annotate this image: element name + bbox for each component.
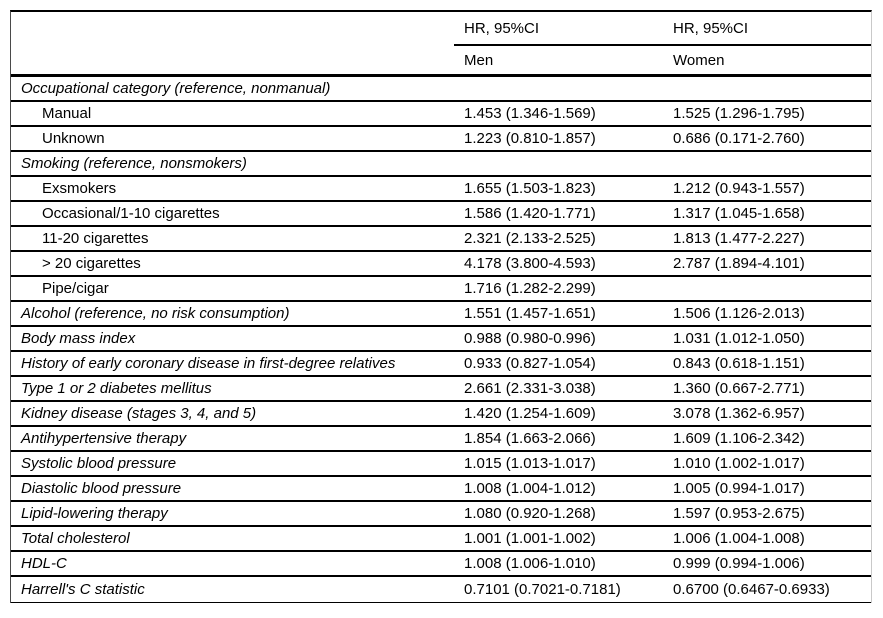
row-label: Antihypertensive therapy <box>21 430 187 447</box>
header-spacer <box>11 12 454 46</box>
table-row-occupational-category: Occupational category (reference, nonman… <box>11 77 871 102</box>
men-value: 1.586 (1.420-1.771) <box>464 205 596 222</box>
men-value: 1.655 (1.503-1.823) <box>464 180 596 197</box>
women-value: 1.525 (1.296-1.795) <box>673 105 805 122</box>
table-row-hdl-c: HDL-C 1.008 (1.006-1.010) 0.999 (0.994-1… <box>11 552 871 577</box>
men-value: 1.854 (1.663-2.066) <box>464 430 596 447</box>
table-header-sex-row: Men Women <box>11 46 871 77</box>
row-label: Body mass index <box>21 330 136 347</box>
row-label: > 20 cigarettes <box>42 255 141 272</box>
women-value: 1.360 (0.667-2.771) <box>673 380 805 397</box>
women-value: 1.813 (1.477-2.227) <box>673 230 805 247</box>
table-row-diabetes: Type 1 or 2 diabetes mellitus 2.661 (2.3… <box>11 377 871 402</box>
table-row-11-20-cigarettes: 11-20 cigarettes 2.321 (2.133-2.525) 1.8… <box>11 227 871 252</box>
row-label: Occasional/1-10 cigarettes <box>42 205 220 222</box>
row-label: Unknown <box>42 130 105 147</box>
women-group-header: HR, 95%CI <box>663 12 871 46</box>
table-row-unknown: Unknown 1.223 (0.810-1.857) 0.686 (0.171… <box>11 127 871 152</box>
women-value <box>663 152 871 175</box>
men-value: 0.933 (0.827-1.054) <box>464 355 596 372</box>
men-column-header: Men <box>464 51 494 69</box>
women-value: 2.787 (1.894-4.101) <box>673 255 805 272</box>
table-row-family-history: History of early coronary disease in fir… <box>11 352 871 377</box>
row-label: History of early coronary disease in fir… <box>21 355 396 372</box>
men-value <box>454 152 663 175</box>
header-spacer <box>11 46 454 74</box>
women-value: 0.999 (0.994-1.006) <box>673 555 805 572</box>
men-value: 2.321 (2.133-2.525) <box>464 230 596 247</box>
men-value: 0.988 (0.980-0.996) <box>464 330 596 347</box>
women-value: 0.843 (0.618-1.151) <box>673 355 805 372</box>
women-value: 1.597 (0.953-2.675) <box>673 505 805 522</box>
table-row-pipe-cigar: Pipe/cigar 1.716 (1.282-2.299) <box>11 277 871 302</box>
men-value: 1.015 (1.013-1.017) <box>464 455 596 472</box>
table-row-systolic-bp: Systolic blood pressure 1.015 (1.013-1.0… <box>11 452 871 477</box>
table-row-kidney-disease: Kidney disease (stages 3, 4, and 5) 1.42… <box>11 402 871 427</box>
table-row-lipid-lowering-therapy: Lipid-lowering therapy 1.080 (0.920-1.26… <box>11 502 871 527</box>
table-row-over-20-cigarettes: > 20 cigarettes 4.178 (3.800-4.593) 2.78… <box>11 252 871 277</box>
table-row-smoking: Smoking (reference, nonsmokers) <box>11 152 871 177</box>
men-value: 1.716 (1.282-2.299) <box>464 280 596 297</box>
row-label: Smoking (reference, nonsmokers) <box>21 155 247 172</box>
women-value: 0.6700 (0.6467-0.6933) <box>673 581 830 598</box>
men-value: 4.178 (3.800-4.593) <box>464 255 596 272</box>
women-value: 1.006 (1.004-1.008) <box>673 530 805 547</box>
men-value: 1.008 (1.004-1.012) <box>464 480 596 497</box>
row-label: Total cholesterol <box>21 530 130 547</box>
women-value: 0.686 (0.171-2.760) <box>673 130 805 147</box>
row-label: Exsmokers <box>42 180 117 197</box>
row-label: Kidney disease (stages 3, 4, and 5) <box>21 405 257 422</box>
men-value: 1.001 (1.001-1.002) <box>464 530 596 547</box>
women-value: 1.317 (1.045-1.658) <box>673 205 805 222</box>
row-label: Diastolic blood pressure <box>21 480 182 497</box>
row-label: 11-20 cigarettes <box>42 230 149 247</box>
row-label: HDL-C <box>21 555 67 572</box>
men-group-header: HR, 95%CI <box>454 12 663 46</box>
table-row-body-mass-index: Body mass index 0.988 (0.980-0.996) 1.03… <box>11 327 871 352</box>
men-value: 1.420 (1.254-1.609) <box>464 405 596 422</box>
hazard-ratio-table: HR, 95%CI HR, 95%CI Men Women Occupation… <box>10 10 872 603</box>
women-value <box>663 77 871 100</box>
women-value <box>663 277 871 300</box>
women-value: 1.005 (0.994-1.017) <box>673 480 805 497</box>
women-value: 1.609 (1.106-2.342) <box>673 430 805 447</box>
row-label: Occupational category (reference, nonman… <box>21 80 331 97</box>
table-row-harrells-c-statistic: Harrell's C statistic 0.7101 (0.7021-0.7… <box>11 577 871 603</box>
row-label: Pipe/cigar <box>42 280 109 297</box>
men-value: 1.223 (0.810-1.857) <box>464 130 596 147</box>
women-value: 1.506 (1.126-2.013) <box>673 305 805 322</box>
table-row-occasional-cigarettes: Occasional/1-10 cigarettes 1.586 (1.420-… <box>11 202 871 227</box>
men-value: 1.551 (1.457-1.651) <box>464 305 596 322</box>
women-value: 3.078 (1.362-6.957) <box>673 405 805 422</box>
men-value: 0.7101 (0.7021-0.7181) <box>464 581 621 598</box>
table-row-total-cholesterol: Total cholesterol 1.001 (1.001-1.002) 1.… <box>11 527 871 552</box>
men-value: 2.661 (2.331-3.038) <box>464 380 596 397</box>
women-value: 1.010 (1.002-1.017) <box>673 455 805 472</box>
row-label: Harrell's C statistic <box>21 581 145 598</box>
women-value: 1.212 (0.943-1.557) <box>673 180 805 197</box>
table-row-manual: Manual 1.453 (1.346-1.569) 1.525 (1.296-… <box>11 102 871 127</box>
row-label: Manual <box>42 105 92 122</box>
row-label: Alcohol (reference, no risk consumption) <box>21 305 290 322</box>
table-row-antihypertensive-therapy: Antihypertensive therapy 1.854 (1.663-2.… <box>11 427 871 452</box>
women-column-header: Women <box>673 51 725 69</box>
men-value: 1.453 (1.346-1.569) <box>464 105 596 122</box>
row-label: Systolic blood pressure <box>21 455 177 472</box>
men-value <box>454 77 663 100</box>
table-row-diastolic-bp: Diastolic blood pressure 1.008 (1.004-1.… <box>11 477 871 502</box>
men-value: 1.008 (1.006-1.010) <box>464 555 596 572</box>
women-value: 1.031 (1.012-1.050) <box>673 330 805 347</box>
table-header-group-row: HR, 95%CI HR, 95%CI <box>11 12 871 46</box>
table-row-exsmokers: Exsmokers 1.655 (1.503-1.823) 1.212 (0.9… <box>11 177 871 202</box>
row-label: Type 1 or 2 diabetes mellitus <box>21 380 212 397</box>
table-row-alcohol: Alcohol (reference, no risk consumption)… <box>11 302 871 327</box>
row-label: Lipid-lowering therapy <box>21 505 168 522</box>
men-value: 1.080 (0.920-1.268) <box>464 505 596 522</box>
